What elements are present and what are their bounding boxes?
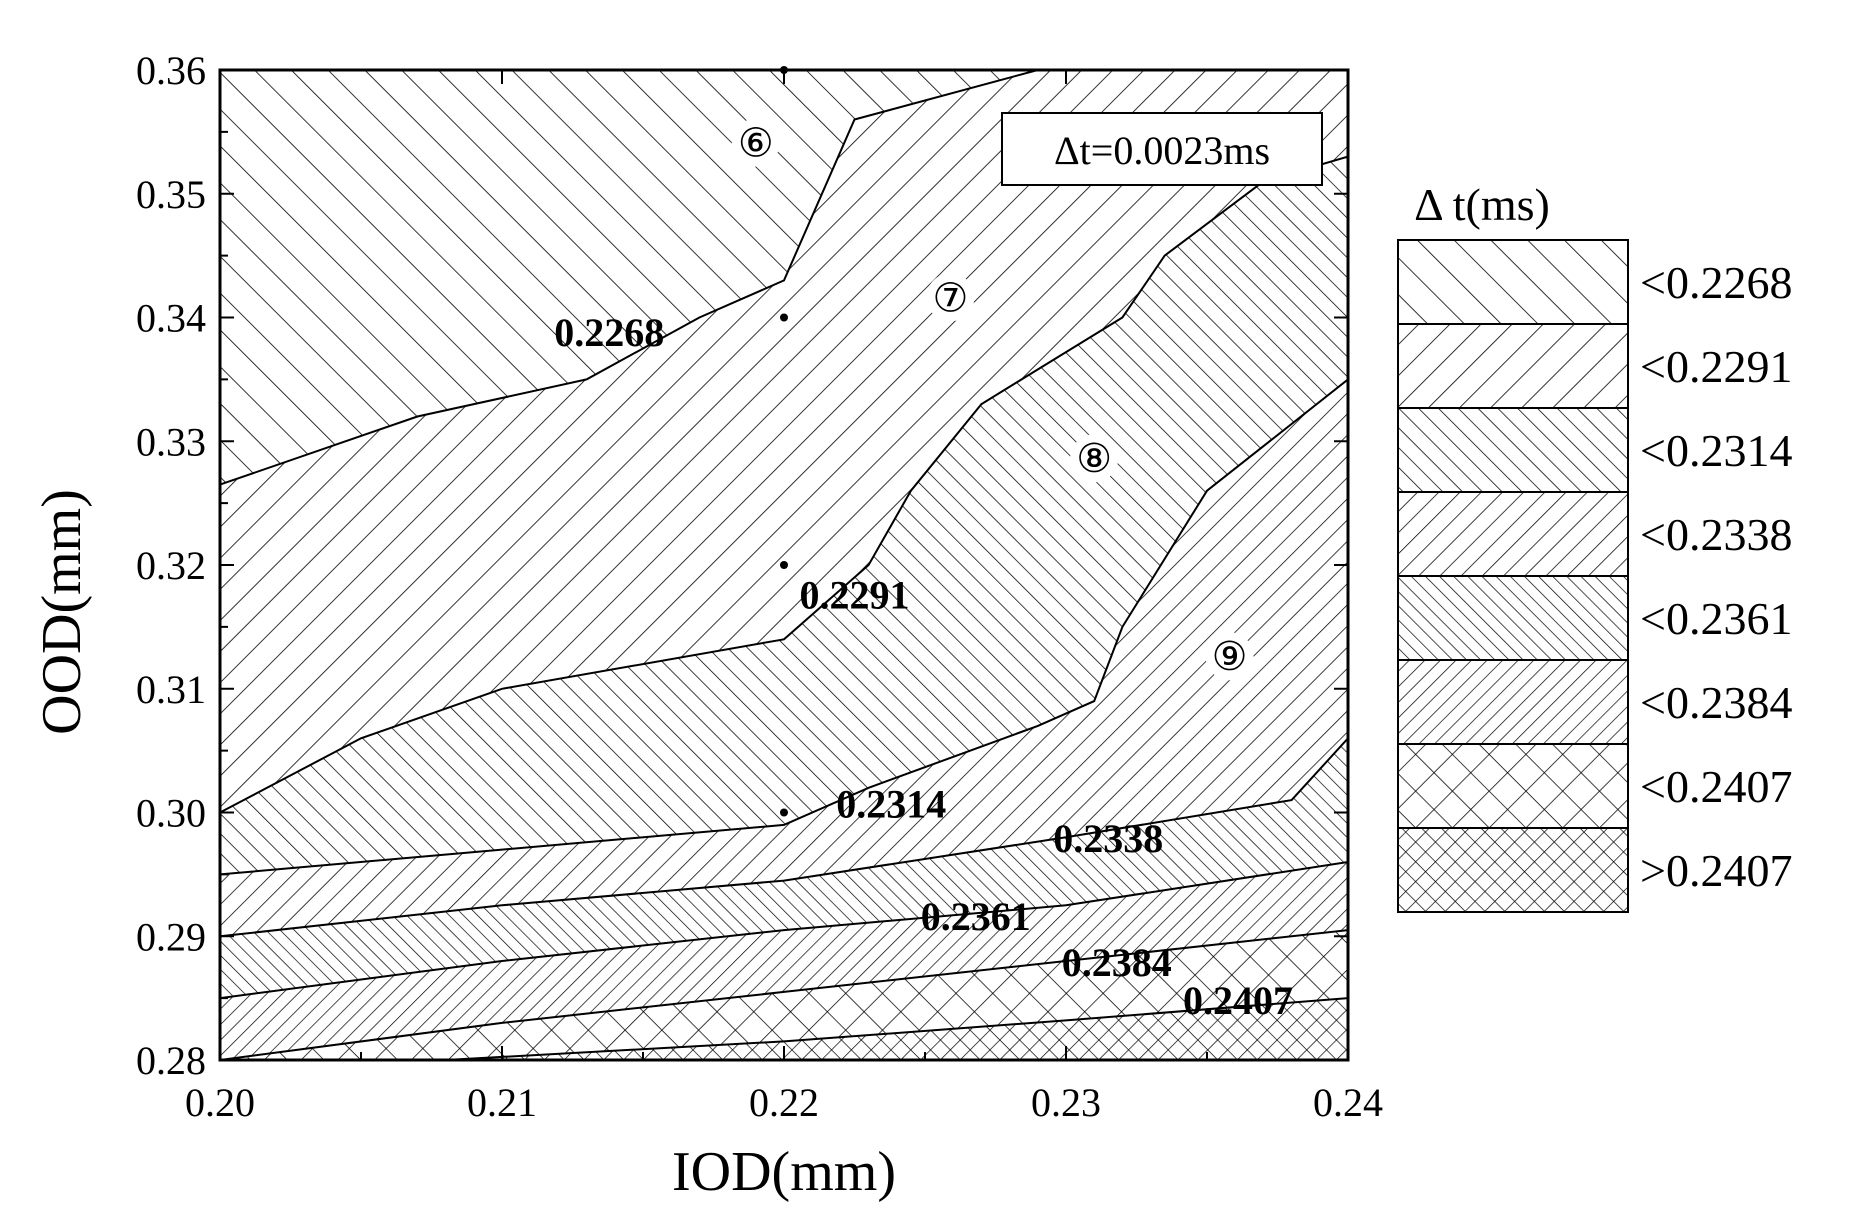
legend-swatch-2 [1397,323,1629,409]
region-labels: ⑥ ⑦ ⑧ ⑨ [731,118,1254,681]
contour-band-4 [220,379,1348,937]
legend-label-1: <0.2268 [1640,257,1792,308]
y-tick-label: 0.31 [136,667,206,712]
contour-band-1 [220,70,1038,485]
contour-line-0.2338 [220,737,1348,938]
legend-label-3: <0.2314 [1640,425,1792,476]
legend-label-6: <0.2384 [1640,677,1792,728]
sample-point [780,808,788,817]
legend-label-7: <0.2407 [1640,761,1792,812]
x-tick-label: 0.23 [1031,1080,1101,1125]
legend-label-2: <0.2291 [1640,341,1792,392]
y-tick-label: 0.34 [136,296,206,341]
region-label-bg-6 [731,118,780,167]
x-tick-label: 0.20 [185,1080,255,1125]
legend-title: Δ t(ms) [1414,179,1550,230]
legend-swatch-6 [1397,659,1629,745]
legend-label-8: >0.2407 [1640,845,1792,896]
y-tick-label: 0.36 [136,48,206,93]
annotation-box: Δt=0.0023ms [1001,112,1323,186]
region-label-8: ⑧ [1076,436,1112,481]
legend-swatch-8 [1397,827,1629,913]
contour-line-0.2268 [220,70,1039,486]
contour-label-0.2338: 0.2338 [1053,816,1163,861]
legend-swatch-4 [1397,491,1629,577]
region-label-bg-9 [1205,632,1254,681]
x-tick-label: 0.22 [749,1080,819,1125]
legend-swatch-5 [1397,575,1629,661]
x-tick-label: 0.24 [1313,1080,1383,1125]
contour-band-3 [220,156,1348,875]
x-tick-label: 0.21 [467,1080,537,1125]
contour-line-0.2291 [220,155,1348,814]
contour-label-0.2291: 0.2291 [800,572,910,617]
sample-point [780,313,788,322]
contour-line-0.2361 [220,861,1348,1000]
axis-ticks: 0.20 0.21 0.22 0.23 0.24 0.28 0.29 0.30 0.31 0.32… [136,48,1383,1125]
legend-swatch-3 [1397,407,1629,493]
region-label-bg-7 [926,273,975,322]
contour-fill-layer [220,70,1348,1060]
contour-line-0.2384 [220,929,1348,1060]
legend-label-5: <0.2361 [1640,593,1792,644]
annotation-text: Δt=0.0023ms [1054,128,1270,173]
region-label-bg-8 [1070,434,1119,483]
contour-band-7 [220,930,1348,1060]
y-tick-label: 0.28 [136,1038,206,1083]
legend-swatch-1 [1397,239,1629,325]
contour-label-0.2268: 0.2268 [554,310,664,355]
x-axis-title: IOD(mm) [672,1141,896,1203]
contour-label-0.2314: 0.2314 [836,782,946,827]
contour-label-0.2407: 0.2407 [1183,978,1293,1023]
contour-band-8 [220,998,1348,1060]
sample-point [780,561,788,569]
contour-labels: 0.2268 0.2291 0.2314 0.2338 0.2361 0.23840.24… [554,310,1293,1023]
y-tick-label: 0.32 [136,543,206,588]
contour-line-0.2314 [220,378,1348,876]
contour-line-layer [220,70,1348,1060]
region-label-6: ⑥ [738,121,774,166]
legend: Δ t(ms) <0.2268 <0.2291 <0.2314 <0.2338 <0.2… [1397,179,1792,913]
legend-label-4: <0.2338 [1640,509,1792,560]
y-tick-label: 0.33 [136,419,206,464]
contour-label-0.2384: 0.2384 [1062,940,1172,985]
region-label-9: ⑨ [1212,634,1248,679]
contour-band-6 [220,862,1348,1060]
annotation-frame [1001,112,1323,186]
legend-swatch-7 [1397,743,1629,829]
y-tick-label: 0.29 [136,914,206,959]
y-tick-label: 0.30 [136,791,206,836]
y-tick-label: 0.35 [136,172,206,217]
region-label-7: ⑦ [932,275,968,320]
y-axis-title: OOD(mm) [31,489,93,735]
contour-label-0.2361: 0.2361 [921,894,1031,939]
contour-band-5 [220,738,1348,999]
contour-line-0.2407 [445,997,1348,1060]
contour-band-2 [220,70,1348,813]
